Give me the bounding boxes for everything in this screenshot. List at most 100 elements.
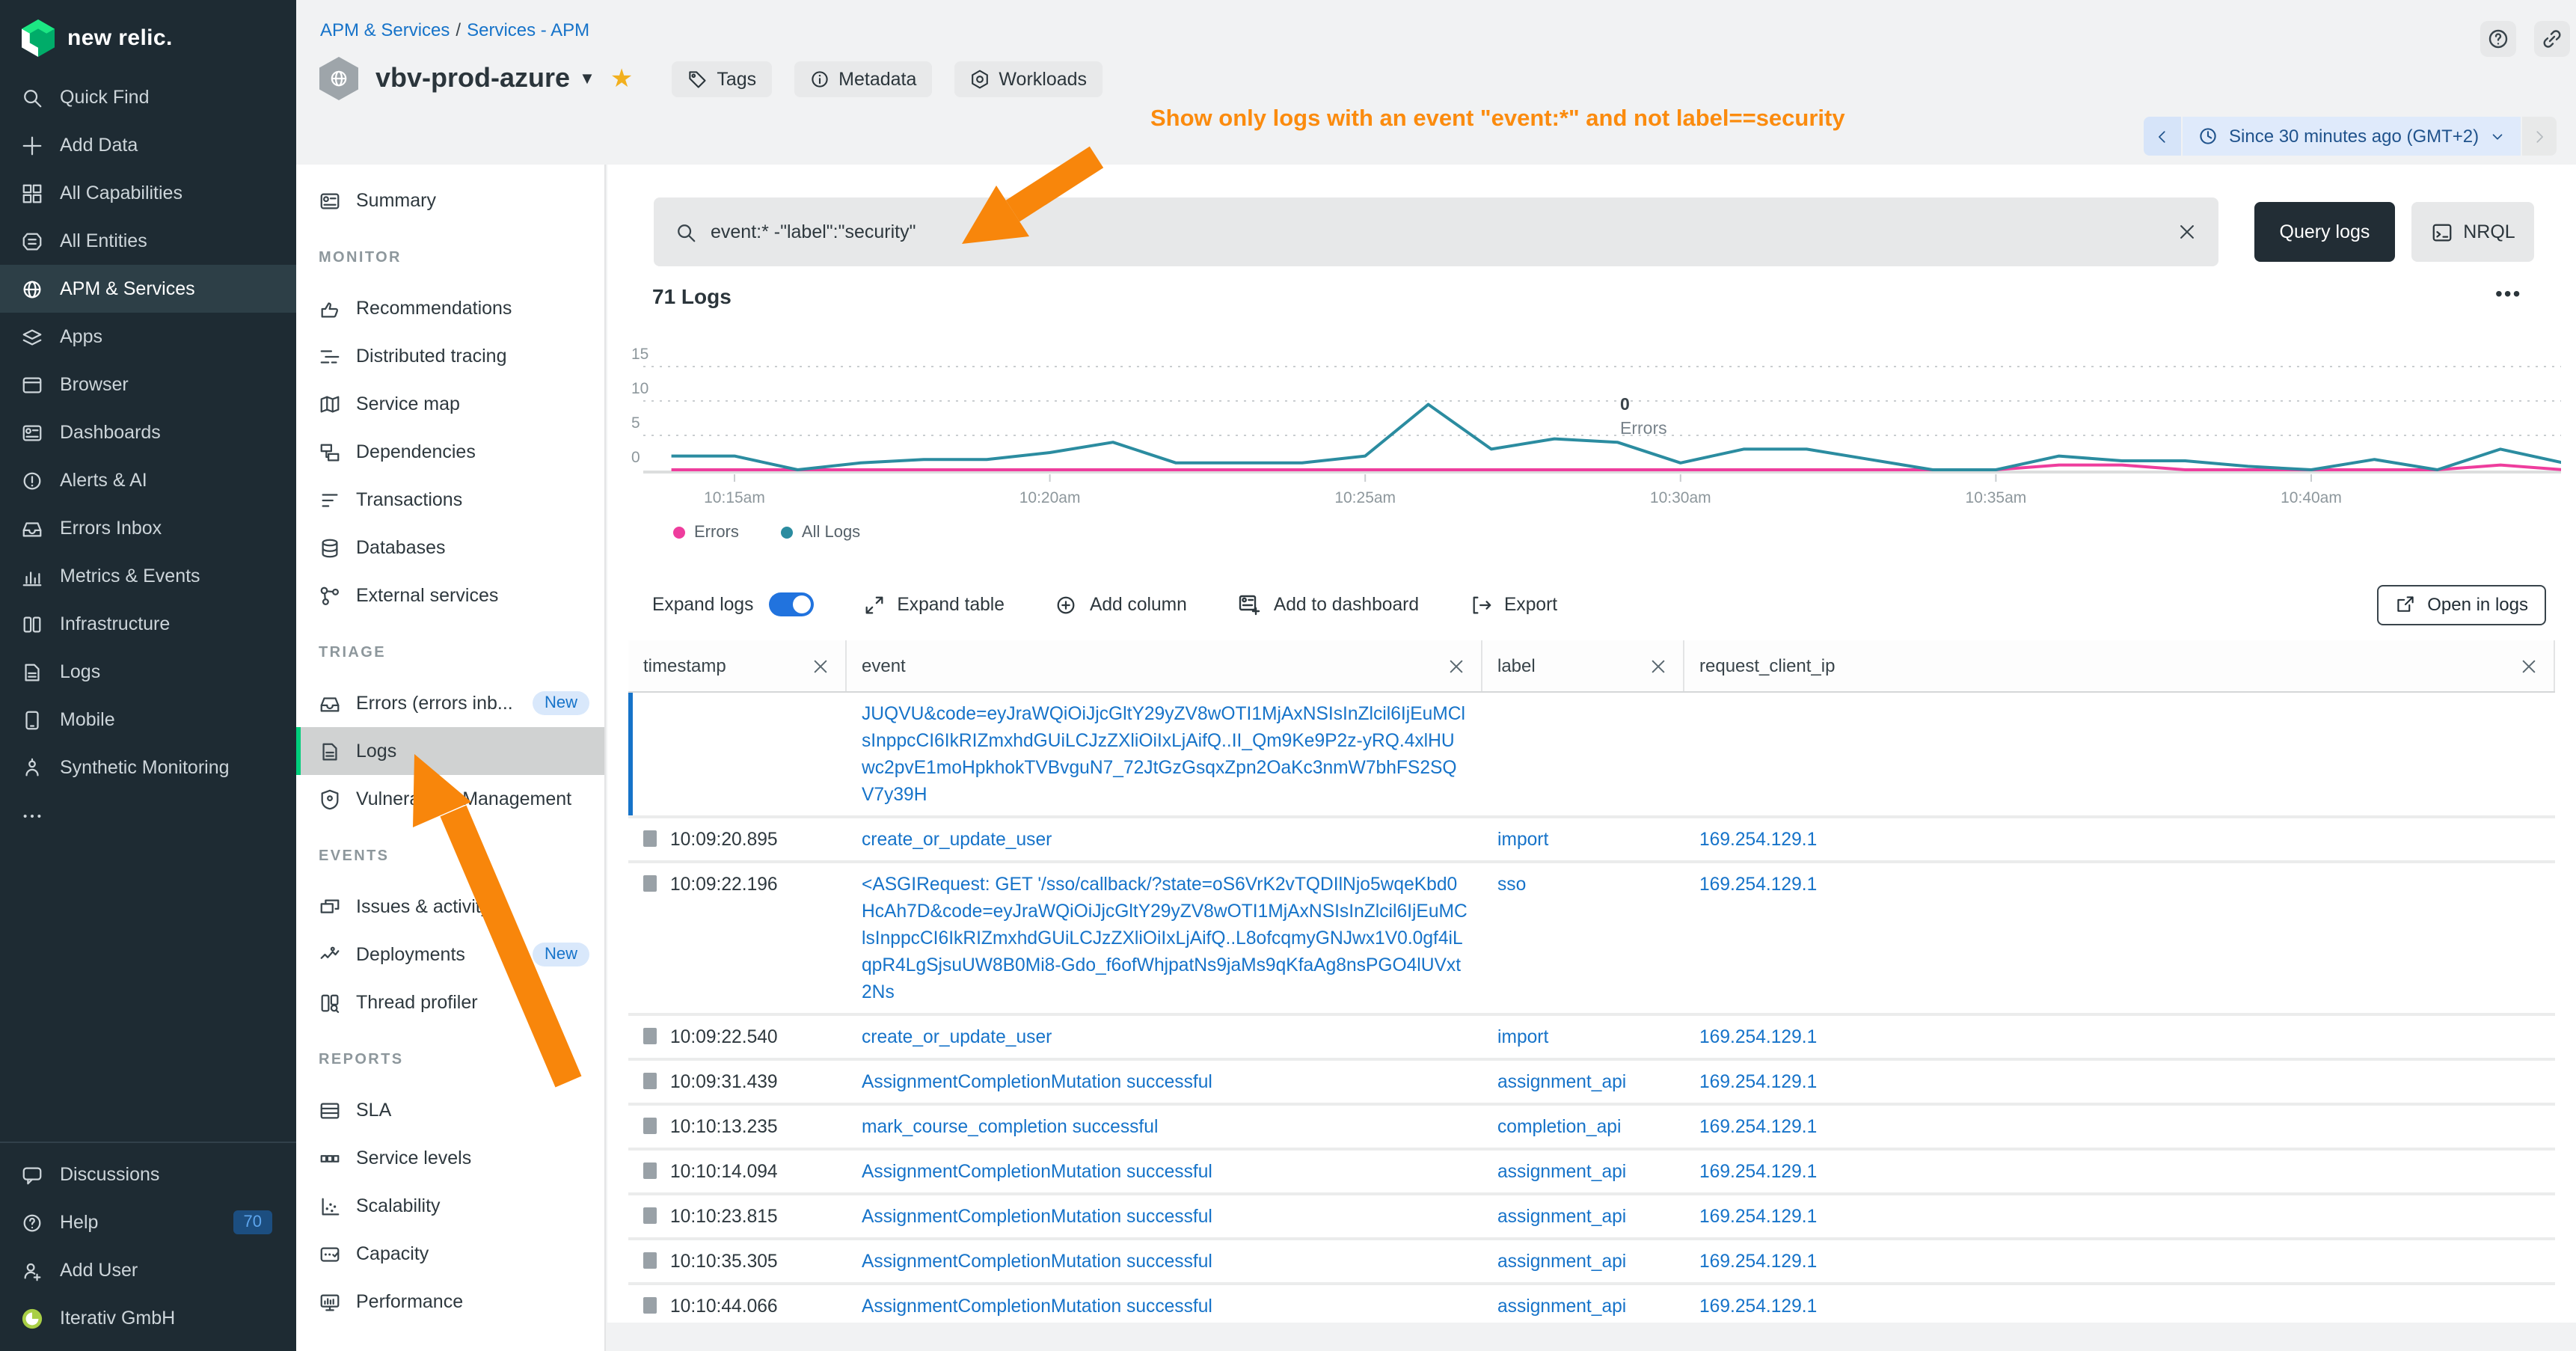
global-nav-item[interactable]: APM & Services: [0, 265, 296, 313]
open-in-logs-button[interactable]: Open in logs: [2376, 584, 2546, 625]
global-nav-item[interactable]: Infrastructure: [0, 600, 296, 648]
breadcrumb-services-apm[interactable]: Services - APM: [467, 19, 590, 40]
row-event-link[interactable]: mark_course_completion successful: [862, 1116, 1159, 1137]
row-label-link[interactable]: assignment_api: [1497, 1296, 1627, 1317]
global-nav-item[interactable]: Apps: [0, 313, 296, 361]
global-nav-item[interactable]: Metrics & Events: [0, 552, 296, 600]
row-expander[interactable]: [643, 1297, 657, 1314]
global-nav-item[interactable]: [0, 791, 296, 839]
row-event-link[interactable]: AssignmentCompletionMutation successful: [862, 1161, 1212, 1182]
row-event-link[interactable]: create_or_update_user: [862, 1026, 1052, 1047]
row-client-ip-link[interactable]: 169.254.129.1: [1699, 1116, 1818, 1137]
entity-name[interactable]: vbv-prod-azure: [375, 63, 571, 93]
service-nav-item[interactable]: Scalability: [296, 1182, 604, 1230]
expand-logs-toggle[interactable]: [768, 592, 814, 616]
row-expander[interactable]: [643, 1162, 657, 1179]
row-event-link[interactable]: AssignmentCompletionMutation successful: [862, 1296, 1212, 1317]
row-event-link[interactable]: <ASGIRequest: GET '/sso/callback/?state=…: [862, 874, 1468, 1002]
legend-all-logs[interactable]: All Logs: [780, 524, 860, 542]
table-row[interactable]: 10:10:35.305 AssignmentCompletionMutatio…: [628, 1240, 2555, 1285]
time-picker-next-button[interactable]: [2522, 117, 2557, 156]
row-expander[interactable]: [643, 1252, 657, 1269]
row-expander[interactable]: [643, 1073, 657, 1089]
time-picker-dropdown[interactable]: Since 30 minutes ago (GMT+2): [2183, 117, 2521, 156]
table-row[interactable]: 10:09:22.196 <ASGIRequest: GET '/sso/cal…: [628, 863, 2555, 1016]
row-label-link[interactable]: import: [1497, 829, 1549, 850]
expand-table-button[interactable]: Expand table: [862, 593, 1005, 616]
global-nav-item[interactable]: Alerts & AI: [0, 456, 296, 504]
row-event-link[interactable]: create_or_update_user: [862, 829, 1052, 850]
row-client-ip-link[interactable]: 169.254.129.1: [1699, 1161, 1818, 1182]
remove-column-icon[interactable]: [2519, 656, 2539, 676]
row-label-link[interactable]: assignment_api: [1497, 1071, 1627, 1092]
service-nav-item[interactable]: Capacity: [296, 1230, 604, 1278]
row-label-link[interactable]: assignment_api: [1497, 1206, 1627, 1227]
global-nav-item[interactable]: All Capabilities: [0, 169, 296, 217]
remove-column-icon[interactable]: [1447, 656, 1466, 676]
row-label-link[interactable]: assignment_api: [1497, 1161, 1627, 1182]
row-expander[interactable]: [643, 1207, 657, 1224]
service-nav-item[interactable]: Errors (errors inb... New: [296, 679, 604, 727]
table-row[interactable]: 10:09:31.439 AssignmentCompletionMutatio…: [628, 1061, 2555, 1106]
new-relic-logo[interactable]: new relic.: [0, 0, 296, 73]
row-expander[interactable]: [643, 1028, 657, 1044]
service-nav-item[interactable]: Performance: [296, 1278, 604, 1326]
entity-button[interactable]: Tags: [672, 61, 772, 96]
row-event-link[interactable]: JUQVU&code=eyJraWQiOiJjcGltY29yZV8wOTI1M…: [862, 703, 1465, 805]
entity-chevron-down-icon[interactable]: ▼: [579, 70, 595, 88]
column-header[interactable]: label: [1482, 640, 1684, 691]
global-nav-footer-item[interactable]: Discussions: [0, 1151, 296, 1198]
help-icon[interactable]: [2480, 21, 2516, 57]
global-nav-item[interactable]: All Entities: [0, 217, 296, 265]
service-nav-item[interactable]: Service levels: [296, 1134, 604, 1182]
service-nav-item[interactable]: Service map: [296, 380, 604, 428]
service-nav-item[interactable]: SLA: [296, 1086, 604, 1134]
row-expander[interactable]: [643, 875, 657, 892]
export-button[interactable]: Export: [1470, 593, 1557, 616]
entity-button[interactable]: Metadata: [794, 61, 932, 96]
row-event-link[interactable]: AssignmentCompletionMutation successful: [862, 1251, 1212, 1272]
service-nav-item[interactable]: Thread profiler: [296, 978, 604, 1026]
row-label-link[interactable]: completion_api: [1497, 1116, 1622, 1137]
favorite-star-icon[interactable]: ★: [610, 64, 634, 92]
global-nav-item[interactable]: Quick Find: [0, 73, 296, 121]
row-label-link[interactable]: import: [1497, 1026, 1549, 1047]
breadcrumb-apm-services[interactable]: APM & Services: [320, 19, 450, 40]
service-nav-item[interactable]: Vulnerability Management: [296, 775, 604, 823]
row-client-ip-link[interactable]: 169.254.129.1: [1699, 1026, 1818, 1047]
row-label-link[interactable]: assignment_api: [1497, 1251, 1627, 1272]
row-expander[interactable]: [643, 1118, 657, 1134]
chart-menu-dots[interactable]: •••: [2495, 281, 2522, 305]
service-nav-item[interactable]: Dependencies: [296, 428, 604, 476]
global-nav-footer-item[interactable]: Add User: [0, 1246, 296, 1294]
query-logs-button[interactable]: Query logs: [2254, 202, 2395, 262]
logs-search-bar[interactable]: event:* -"label":"security": [654, 197, 2218, 266]
global-nav-footer-item[interactable]: Help 70: [0, 1198, 296, 1246]
table-row[interactable]: 10:10:13.235 mark_course_completion succ…: [628, 1106, 2555, 1151]
row-event-link[interactable]: AssignmentCompletionMutation successful: [862, 1206, 1212, 1227]
global-nav-item[interactable]: Logs: [0, 648, 296, 696]
add-column-button[interactable]: Add column: [1055, 593, 1187, 616]
row-client-ip-link[interactable]: 169.254.129.1: [1699, 1296, 1818, 1317]
row-event-link[interactable]: AssignmentCompletionMutation successful: [862, 1071, 1212, 1092]
column-header[interactable]: request_client_ip: [1684, 640, 2555, 691]
legend-errors[interactable]: Errors: [673, 524, 739, 542]
row-client-ip-link[interactable]: 169.254.129.1: [1699, 1206, 1818, 1227]
service-nav-item[interactable]: Logs: [296, 727, 604, 775]
table-row[interactable]: JUQVU&code=eyJraWQiOiJjcGltY29yZV8wOTI1M…: [628, 693, 2555, 818]
column-header[interactable]: event: [847, 640, 1482, 691]
service-nav-item[interactable]: External services: [296, 572, 604, 619]
table-row[interactable]: 10:10:23.815 AssignmentCompletionMutatio…: [628, 1195, 2555, 1240]
table-row[interactable]: 10:09:22.540 create_or_update_user impor…: [628, 1016, 2555, 1061]
global-nav-item[interactable]: Browser: [0, 361, 296, 408]
table-row[interactable]: 10:09:20.895 create_or_update_user impor…: [628, 818, 2555, 863]
row-client-ip-link[interactable]: 169.254.129.1: [1699, 1071, 1818, 1092]
add-to-dashboard-button[interactable]: Add to dashboard: [1238, 592, 1419, 616]
time-picker-prev-button[interactable]: [2144, 117, 2181, 156]
remove-column-icon[interactable]: [1649, 656, 1668, 676]
service-nav-item[interactable]: Summary: [296, 177, 604, 224]
row-client-ip-link[interactable]: 169.254.129.1: [1699, 829, 1818, 850]
remove-column-icon[interactable]: [811, 656, 830, 676]
row-client-ip-link[interactable]: 169.254.129.1: [1699, 1251, 1818, 1272]
service-nav-item[interactable]: Distributed tracing: [296, 332, 604, 380]
